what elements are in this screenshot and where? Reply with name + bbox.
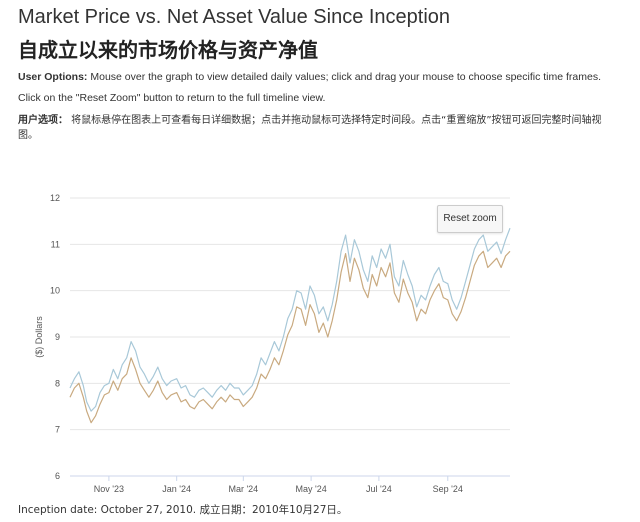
x-tick-label: Sep '24 bbox=[433, 484, 463, 494]
x-axis: Nov '23 Jan '24 Mar '24 May '24 Jul '24 Sep '… bbox=[70, 475, 510, 494]
y-tick-label: 7 bbox=[55, 425, 60, 435]
y-tick-label: 12 bbox=[50, 193, 60, 203]
series-line-1[interactable] bbox=[69, 227, 511, 412]
y-tick-label: 9 bbox=[55, 332, 60, 342]
page-title: Market Price vs. Net Asset Value Since I… bbox=[18, 6, 451, 28]
user-options-label: User Options: bbox=[18, 71, 88, 83]
y-tick-label: 8 bbox=[55, 378, 60, 388]
x-tick-label: Jul '24 bbox=[366, 484, 392, 494]
series-line-2[interactable] bbox=[69, 250, 511, 424]
inception-date-note: Inception date: October 27, 2010. 成立日期：2… bbox=[18, 504, 348, 516]
chart-series bbox=[69, 227, 511, 424]
user-options-description: Mouse over the graph to view detailed da… bbox=[87, 71, 602, 83]
price-nav-chart[interactable]: 6 7 8 9 10 11 12 Nov '23 Jan '24 Mar '24 May '24 J… bbox=[0, 180, 640, 498]
y-tick-label: 11 bbox=[51, 239, 60, 249]
user-options-label-zh: 用户选项： bbox=[18, 115, 68, 126]
user-options-description-zh: 将鼠标悬停在图表上可查看每日详细数据；点击并拖动鼠标可选择特定时间段。点击“重置… bbox=[18, 115, 602, 141]
x-tick-label: Nov '23 bbox=[94, 484, 124, 494]
y-tick-label: 10 bbox=[50, 286, 60, 296]
user-options-text: User Options: Mouse over the graph to vi… bbox=[18, 70, 601, 84]
x-tick-label: May '24 bbox=[295, 484, 326, 494]
reset-zoom-button[interactable]: Reset zoom bbox=[437, 205, 503, 233]
y-axis-label: ($) Dollars bbox=[34, 316, 44, 358]
reset-instruction-text: Click on the "Reset Zoom" button to retu… bbox=[18, 92, 326, 104]
x-tick-label: Jan '24 bbox=[162, 484, 191, 494]
user-options-text-zh: 用户选项： 将鼠标悬停在图表上可查看每日详细数据；点击并拖动鼠标可选择特定时间段… bbox=[18, 113, 618, 143]
chart-grid bbox=[70, 197, 510, 477]
x-tick-label: Mar '24 bbox=[228, 484, 258, 494]
y-axis: 6 7 8 9 10 11 12 bbox=[50, 193, 60, 481]
page-title-zh: 自成立以来的市场价格与资产净值 bbox=[18, 38, 318, 62]
y-tick-label: 6 bbox=[55, 471, 60, 481]
